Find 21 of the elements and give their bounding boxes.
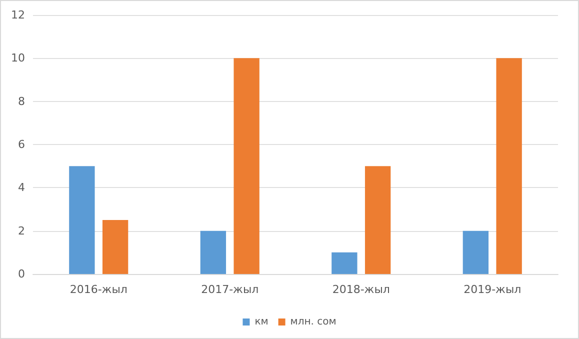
x-tick-label: 2018-жыл xyxy=(332,283,390,296)
x-tick-label: 2016-жыл xyxy=(70,283,128,296)
y-tick-label: 12 xyxy=(11,8,25,22)
bar xyxy=(462,230,489,274)
bar xyxy=(69,166,95,274)
y-tick-label: 10 xyxy=(11,52,25,65)
bar xyxy=(332,252,358,274)
y-tick-label: 6 xyxy=(18,138,25,151)
legend-label: км xyxy=(254,316,268,328)
x-tick-label: 2017-жыл xyxy=(201,283,259,296)
y-tick-label: 2 xyxy=(18,224,25,238)
y-tick-label: 0 xyxy=(18,268,25,280)
x-tick-label: 2019-жыл xyxy=(464,283,522,296)
y-tick-label: 8 xyxy=(18,94,25,108)
legend-label: млн. сом xyxy=(290,316,336,328)
bar xyxy=(102,220,128,274)
bar xyxy=(234,58,260,274)
bar xyxy=(200,230,226,274)
y-tick-label: 4 xyxy=(18,181,25,194)
bar xyxy=(364,166,391,274)
bar xyxy=(496,58,522,274)
